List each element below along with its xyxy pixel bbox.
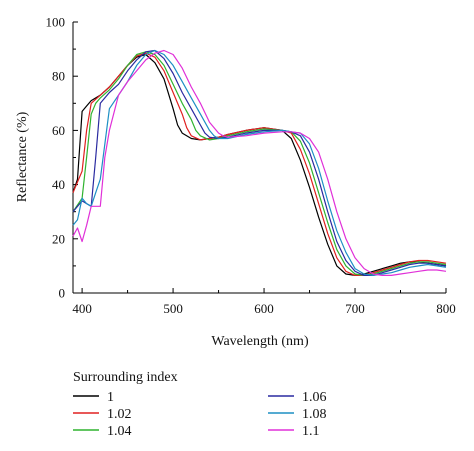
legend-label: 1.08 [302,407,327,422]
x-tick-label: 500 [163,301,183,316]
legend-title: Surrounding index [73,370,178,385]
y-tick-label: 80 [52,69,65,84]
y-tick-label: 100 [46,15,66,30]
y-axis-title: Reflectance (%) [15,111,30,202]
legend-label: 1.1 [302,424,320,439]
legend-label: 1.06 [302,390,327,405]
x-tick-label: 600 [254,301,274,316]
y-tick-label: 60 [52,123,65,138]
legend: Surrounding index 1 1.02 1.04 1.06 1.08 1.1 [73,370,327,439]
legend-items: 1 1.02 1.04 1.06 1.08 1.1 [73,390,327,439]
y-tick-label: 40 [52,177,65,192]
plot-area: 400 500 600 700 800 0 20 40 60 80 100 [46,15,456,317]
y-tick-label: 20 [52,231,65,246]
series-line-4 [72,49,447,276]
y-tick-label: 0 [59,286,66,301]
series-lines [72,49,447,276]
x-tick-label: 800 [436,301,456,316]
legend-label: 1 [107,390,114,405]
series-line-1 [72,52,447,276]
legend-label: 1.02 [107,407,132,422]
series-line-3 [72,49,447,276]
x-axis-title: Wavelength (nm) [211,334,309,349]
x-tick-label: 400 [72,301,92,316]
series-line-2 [72,51,447,276]
series-line-0 [72,53,447,276]
x-tick-label: 700 [345,301,365,316]
y-ticks: 0 20 40 60 80 100 [46,15,78,301]
x-ticks: 400 500 600 700 800 [72,288,456,316]
legend-label: 1.04 [107,424,132,439]
series-line-5 [72,49,447,276]
